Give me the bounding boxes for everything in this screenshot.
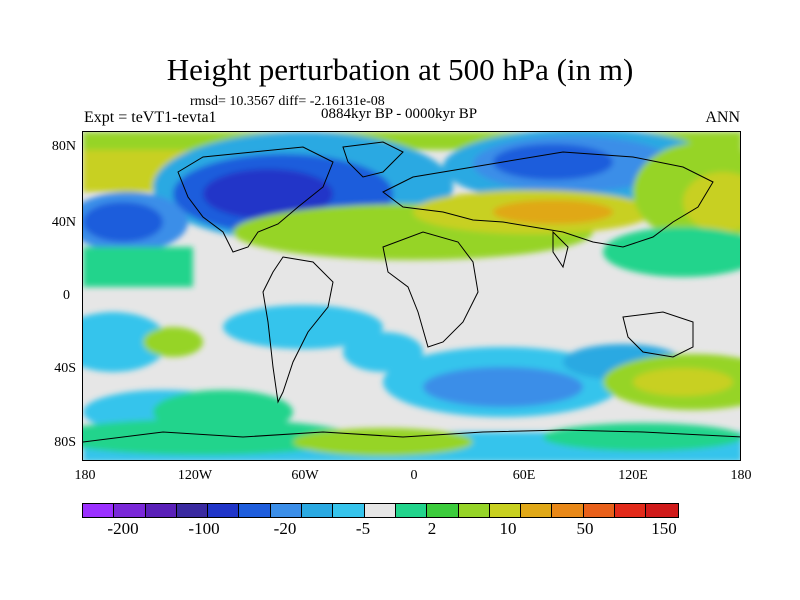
lon-tick-label: 120W: [177, 468, 213, 483]
colorbar-swatch: [83, 504, 115, 517]
colorbar-label: 50: [576, 519, 594, 538]
colorbar-label: -200: [107, 519, 139, 538]
colorbar-swatch: [521, 504, 553, 517]
colorbar-swatch: [270, 504, 303, 517]
height-field: [83, 132, 740, 460]
lon-tick-label: 60W: [291, 468, 319, 483]
colorbar-swatch: [114, 504, 146, 517]
colorbar-swatch: [208, 504, 240, 517]
colorbar-swatch: [176, 504, 209, 517]
colorbar-swatch: [489, 504, 522, 517]
colorbar-swatch: [364, 504, 396, 517]
lat-tick-label: 0: [63, 288, 70, 303]
colorbar-swatch: [239, 504, 271, 517]
color-legend: [82, 503, 679, 518]
lon-tick-label: 180: [730, 468, 752, 483]
lon-tick-label: 180: [74, 468, 96, 483]
colorbar-swatch: [646, 504, 678, 517]
period-label: 0884kyr BP - 0000kyr BP: [321, 106, 478, 122]
colorbar-swatch: [552, 504, 584, 517]
lon-tick-label: 60E: [512, 468, 536, 483]
colorbar-label: -5: [355, 519, 371, 538]
rmsd-stats: rmsd= 10.3567 diff= -2.16131e-08: [190, 94, 385, 109]
colorbar-swatch: [615, 504, 647, 517]
colorbar-label: -100: [188, 519, 220, 538]
lat-tick-label: 40N: [51, 215, 76, 230]
colorbar-swatch: [427, 504, 459, 517]
season-label: ANN: [705, 109, 740, 126]
colorbar-label: 10: [499, 519, 517, 538]
colorbar-label: -20: [273, 519, 297, 538]
colorbar-swatch: [395, 504, 428, 517]
coastlines: [83, 141, 740, 443]
experiment-label: Expt = teVT1-tevta1: [84, 109, 217, 126]
map-panel: [82, 131, 741, 461]
colorbar-swatch: [583, 504, 616, 517]
lon-tick-label: 120E: [618, 468, 648, 483]
lat-tick-label: 80S: [54, 435, 76, 450]
colorbar-swatch: [302, 504, 334, 517]
lon-tick-label: 0: [410, 468, 418, 483]
lat-tick-label: 80N: [51, 139, 76, 154]
lat-tick-label: 40S: [54, 361, 76, 376]
colorbar-label: 2: [427, 519, 437, 538]
map-title: Height perturbation at 500 hPa (in m): [166, 52, 634, 87]
colorbar-swatch: [458, 504, 490, 517]
colorbar-swatch: [145, 504, 177, 517]
colorbar-label: 150: [651, 519, 677, 538]
colorbar-swatch: [333, 504, 365, 517]
contour-fill: [83, 132, 740, 460]
